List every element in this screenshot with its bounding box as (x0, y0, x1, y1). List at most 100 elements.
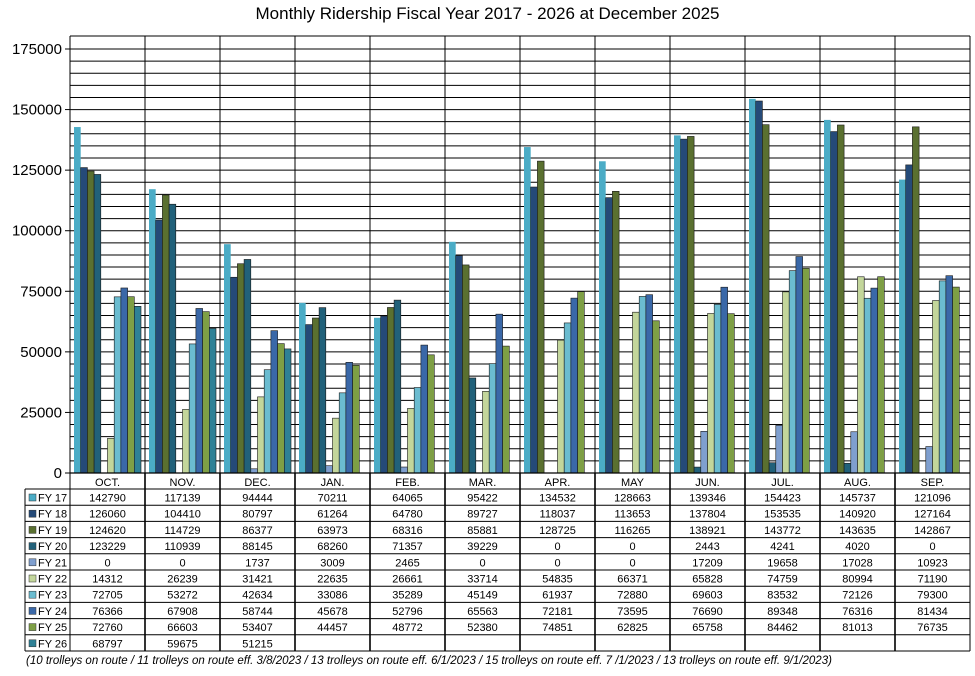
bar-fy25-11 (952, 286, 960, 474)
bar-fy23-3 (338, 392, 347, 474)
bar-fy24-10 (870, 287, 878, 474)
legend-key-fy22 (28, 574, 37, 583)
table-cell: 44457 (317, 622, 348, 634)
bar-fy17-2 (224, 244, 231, 473)
bar-fy20-5 (468, 377, 477, 474)
y-tick-label: 125000 (12, 162, 62, 179)
table-cell: 81434 (917, 606, 948, 618)
legend-key-fy25 (28, 623, 37, 631)
bar-fy25-9 (802, 268, 810, 474)
bar-fy24-4 (420, 344, 428, 474)
table-cell: 61937 (542, 590, 573, 602)
table-cell: 137804 (689, 509, 726, 521)
bar-fy26-1 (209, 328, 217, 474)
table-cell: 63973 (317, 525, 348, 537)
legend-label: FY 21 (38, 557, 67, 569)
table-cell: 33086 (317, 590, 348, 602)
table-cell: 72760 (92, 622, 123, 634)
table-cell: 123229 (89, 541, 126, 553)
table-cell: 72126 (842, 590, 873, 602)
bar-fy19-10 (837, 124, 845, 474)
table-cell: 0 (554, 557, 560, 569)
bar-fy25-1 (202, 311, 210, 474)
table-cell: 76366 (92, 606, 123, 618)
table-cell: 65758 (692, 622, 723, 634)
bar-fy22-3 (332, 417, 340, 474)
category-label: FEB. (395, 477, 419, 489)
bar-fy17-3 (299, 302, 306, 473)
table-cell: 153535 (764, 509, 801, 521)
bar-fy24-8 (720, 286, 728, 474)
table-cell: 62825 (617, 622, 648, 634)
table-cell: 17028 (842, 557, 873, 569)
bar-fy23-5 (488, 363, 497, 474)
table-cell: 128663 (614, 493, 651, 505)
chart-title: Monthly Ridership Fiscal Year 2017 - 202… (255, 4, 720, 23)
table-cell: 89727 (467, 509, 498, 521)
bar-fy24-3 (345, 362, 353, 474)
table-cell: 127164 (914, 509, 951, 521)
table-cell: 68797 (92, 638, 123, 650)
table-cell: 143635 (839, 525, 876, 537)
table-cell: 88145 (242, 541, 273, 553)
bar-fy25-5 (502, 345, 510, 474)
table-cell: 58744 (242, 606, 273, 618)
table-cell: 104410 (164, 509, 201, 521)
table-cell: 33714 (467, 574, 498, 586)
bar-fy21-9 (775, 425, 783, 474)
legend-key-fy21 (28, 558, 37, 567)
bar-fy19-8 (687, 136, 695, 474)
table-cell: 154423 (764, 493, 801, 505)
bar-fy22-11 (932, 300, 940, 474)
table-cell: 138921 (689, 525, 726, 537)
bar-fy22-0 (107, 438, 115, 474)
bar-fy22-10 (857, 276, 865, 474)
bar-fy24-0 (120, 287, 128, 474)
category-label: SEP. (921, 477, 945, 489)
table-cell: 17209 (692, 557, 723, 569)
bar-fy25-4 (427, 354, 435, 474)
bar-fy18-4 (380, 315, 388, 474)
table-cell: 79300 (917, 590, 948, 602)
bar-fy25-7 (652, 320, 660, 474)
legend-label: FY 22 (38, 574, 67, 586)
table-cell: 145737 (839, 493, 876, 505)
legend-label: FY 25 (38, 622, 67, 634)
bar-fy21-2 (250, 468, 258, 474)
table-cell: 65563 (467, 606, 498, 618)
category-label: OCT. (95, 477, 120, 489)
y-tick-label: 150000 (12, 102, 62, 119)
bar-fy23-2 (263, 369, 272, 474)
table-cell: 72880 (617, 590, 648, 602)
table-cell: 72181 (542, 606, 573, 618)
bar-fy22-9 (782, 291, 790, 474)
bar-fy20-10 (843, 462, 852, 474)
bar-fy17-5 (449, 241, 456, 473)
table-cell: 68316 (392, 525, 423, 537)
table-cell: 114729 (165, 525, 201, 537)
bar-fy23-11 (938, 280, 947, 474)
bar-fy19-0 (87, 170, 95, 474)
legend-label: FY 19 (38, 525, 67, 537)
bar-fy26-0 (134, 306, 142, 474)
table-cell: 124620 (89, 525, 126, 537)
table-cell: 71357 (392, 541, 423, 553)
table-cell: 128725 (539, 525, 576, 537)
table-cell: 2443 (695, 541, 719, 553)
bar-fy23-1 (188, 343, 197, 474)
bar-fy23-10 (863, 297, 872, 474)
table-cell: 35289 (392, 590, 423, 602)
bar-fy20-4 (393, 299, 402, 474)
legend-label: FY 23 (38, 590, 67, 602)
table-cell: 52380 (467, 622, 498, 634)
bar-fy25-10 (877, 276, 885, 474)
table-cell: 4241 (770, 541, 794, 553)
category-label: JAN. (321, 477, 345, 489)
y-tick-label: 100000 (12, 223, 62, 240)
bar-fy25-3 (352, 364, 360, 474)
table-cell: 1737 (245, 557, 269, 569)
bar-fy23-4 (413, 387, 422, 474)
y-tick-label: 175000 (12, 41, 62, 58)
table-cell: 80994 (842, 574, 873, 586)
table-cell: 72705 (92, 590, 123, 602)
